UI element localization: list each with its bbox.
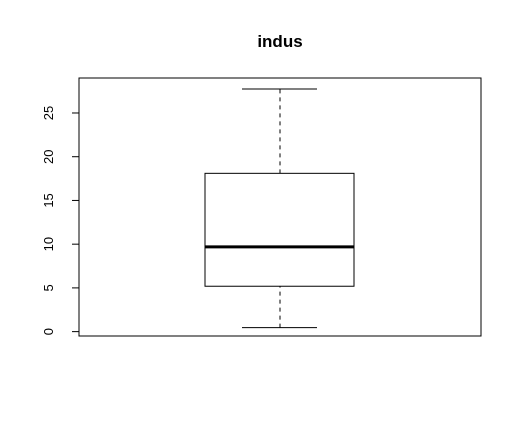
y-tick-label: 5	[41, 284, 56, 291]
chart-title: indus	[257, 32, 302, 51]
y-tick-label: 20	[41, 149, 56, 163]
y-tick-label: 0	[41, 328, 56, 335]
y-axis: 0 5 10 15 20 25	[41, 106, 80, 335]
y-tick-label: 10	[41, 237, 56, 251]
iqr-box	[204, 172, 355, 287]
boxplot	[204, 88, 355, 329]
y-tick-label: 15	[41, 193, 56, 207]
y-tick-label: 25	[41, 106, 56, 120]
